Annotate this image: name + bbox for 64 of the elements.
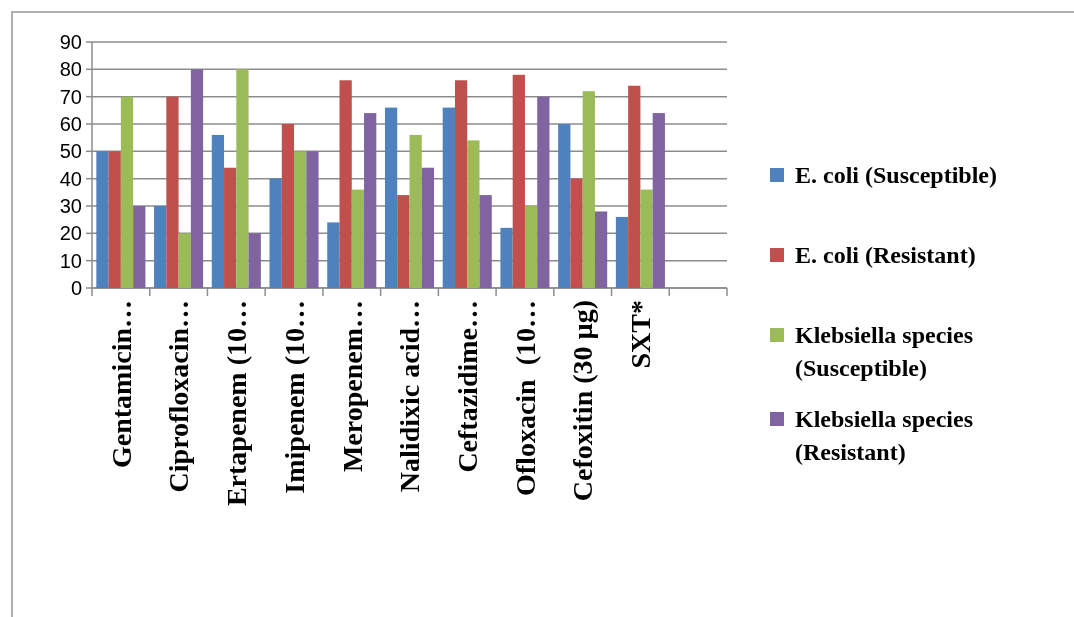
x-tick-label: Nalidixic acid… (394, 300, 426, 493)
x-tick-label: Ofloxacin (10… (509, 300, 541, 496)
bar (397, 195, 410, 288)
bar (570, 178, 583, 288)
bar (294, 151, 307, 288)
legend-label: E. coli (Resistant) (795, 242, 976, 269)
bar (537, 96, 550, 288)
bar (640, 189, 653, 288)
bar (281, 124, 295, 288)
bar (306, 151, 319, 288)
bar (120, 96, 134, 288)
bar (454, 80, 468, 288)
y-tick-label: 50 (59, 140, 82, 163)
bar (178, 233, 191, 288)
bar (558, 124, 571, 288)
y-tick-label: 60 (59, 113, 82, 135)
bar (512, 74, 525, 288)
y-tick-label: 90 (59, 31, 82, 53)
x-tick-label: Imipenem (10… (278, 300, 310, 494)
bar (364, 113, 377, 288)
y-tick-label: 30 (59, 195, 82, 217)
y-tick-label: 70 (59, 85, 82, 108)
bar (628, 85, 641, 288)
x-tick-label: SXT* (625, 300, 657, 369)
bar (384, 107, 398, 288)
legend-label: Klebsiella species (Resistant) (795, 406, 973, 465)
y-tick-label: 80 (59, 58, 82, 81)
legend-label: Klebsiella species (Susceptible) (795, 322, 973, 381)
bar (269, 178, 282, 288)
bar (594, 211, 608, 288)
bar (582, 91, 595, 288)
bar (108, 151, 121, 288)
bar (615, 216, 629, 288)
bar (211, 134, 225, 288)
bar (166, 96, 179, 288)
y-tick-label: 40 (59, 167, 82, 190)
bar (351, 189, 365, 288)
bar (224, 167, 237, 288)
bar (652, 113, 665, 288)
bar (479, 195, 492, 288)
x-tick-label: Meropenem… (336, 300, 368, 473)
bar (467, 140, 480, 288)
bar (154, 206, 167, 288)
y-tick-label: 10 (59, 249, 82, 272)
bar (421, 167, 435, 288)
bar (236, 69, 249, 288)
y-tick-label: 0 (70, 277, 82, 299)
x-tick-label: Ciprofloxacin… (163, 300, 195, 493)
bar (524, 206, 538, 288)
x-tick-label: Cefoxitin (30 µg) (567, 300, 599, 502)
bar (96, 151, 109, 288)
y-tick-label: 20 (59, 222, 82, 245)
bar (190, 69, 204, 288)
legend-label: E. coli (Susceptible) (795, 162, 997, 189)
bar (133, 206, 146, 288)
bar (442, 107, 455, 288)
x-tick-label: Ceftazidime… (452, 300, 484, 473)
x-tick-label: Gentamicin… (105, 300, 137, 468)
bar (248, 233, 261, 288)
bar (339, 80, 352, 288)
x-tick-label: Ertapenem (10… (221, 300, 253, 507)
bar (409, 134, 422, 288)
bar (327, 222, 340, 288)
bar (500, 227, 513, 288)
